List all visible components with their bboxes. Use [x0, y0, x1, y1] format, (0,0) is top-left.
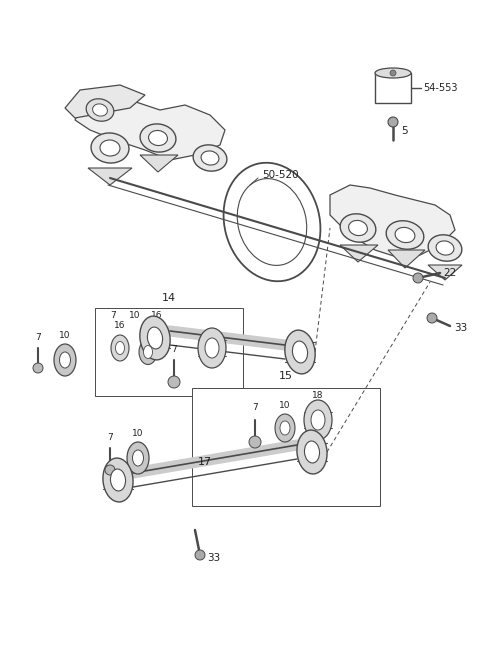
Ellipse shape: [224, 163, 321, 281]
Ellipse shape: [237, 178, 307, 266]
Ellipse shape: [147, 327, 163, 349]
Ellipse shape: [304, 441, 320, 463]
Ellipse shape: [144, 346, 153, 358]
Text: 10: 10: [142, 325, 154, 335]
Text: 7: 7: [110, 312, 116, 321]
Circle shape: [105, 465, 115, 475]
Ellipse shape: [201, 151, 219, 165]
Ellipse shape: [140, 316, 170, 360]
Circle shape: [390, 70, 396, 76]
Ellipse shape: [375, 68, 411, 78]
Ellipse shape: [132, 450, 144, 466]
Text: 50-520: 50-520: [262, 170, 299, 180]
Ellipse shape: [111, 335, 129, 361]
Polygon shape: [428, 265, 462, 280]
Text: 7: 7: [171, 346, 177, 354]
Circle shape: [33, 363, 43, 373]
Ellipse shape: [340, 214, 376, 242]
Ellipse shape: [297, 430, 327, 474]
Polygon shape: [140, 155, 178, 172]
Ellipse shape: [311, 410, 325, 430]
Bar: [95, 308, 243, 396]
Bar: [192, 388, 380, 506]
Text: 18: 18: [312, 390, 324, 400]
Ellipse shape: [292, 341, 308, 363]
Circle shape: [427, 313, 437, 323]
Ellipse shape: [110, 469, 126, 491]
Ellipse shape: [103, 458, 133, 502]
Ellipse shape: [285, 330, 315, 374]
Polygon shape: [65, 85, 145, 118]
Ellipse shape: [275, 414, 295, 442]
Text: 33: 33: [207, 553, 220, 563]
Text: 15: 15: [279, 371, 293, 381]
Ellipse shape: [304, 400, 332, 440]
Text: 10: 10: [59, 331, 71, 340]
Circle shape: [195, 550, 205, 560]
Ellipse shape: [127, 442, 149, 474]
Ellipse shape: [428, 235, 462, 261]
Text: 54-553: 54-553: [423, 83, 457, 93]
Text: 22: 22: [443, 268, 456, 278]
Text: 7: 7: [252, 403, 258, 413]
Ellipse shape: [100, 140, 120, 156]
Polygon shape: [340, 245, 378, 262]
Circle shape: [413, 273, 423, 283]
Ellipse shape: [139, 340, 157, 365]
Ellipse shape: [140, 124, 176, 152]
Bar: [375, 73, 411, 103]
Text: 5: 5: [401, 126, 408, 136]
Text: 7: 7: [35, 333, 41, 342]
Circle shape: [168, 376, 180, 388]
Circle shape: [388, 117, 398, 127]
Ellipse shape: [91, 133, 129, 163]
Ellipse shape: [436, 241, 454, 255]
Text: 10: 10: [279, 401, 291, 411]
Ellipse shape: [193, 145, 227, 171]
Ellipse shape: [60, 352, 71, 368]
Text: 7: 7: [107, 434, 113, 443]
Ellipse shape: [395, 228, 415, 243]
Text: 10: 10: [129, 312, 141, 321]
Circle shape: [249, 436, 261, 448]
Ellipse shape: [205, 338, 219, 358]
Ellipse shape: [348, 220, 367, 236]
Ellipse shape: [93, 104, 108, 116]
Ellipse shape: [280, 421, 290, 435]
Text: 17: 17: [198, 457, 212, 467]
Ellipse shape: [54, 344, 76, 376]
Text: 33: 33: [454, 323, 467, 333]
Ellipse shape: [116, 342, 124, 354]
Ellipse shape: [86, 99, 114, 121]
Text: 10: 10: [132, 428, 144, 438]
Polygon shape: [388, 250, 425, 268]
Ellipse shape: [198, 328, 226, 368]
Polygon shape: [88, 168, 132, 185]
Text: 16: 16: [151, 312, 163, 321]
Ellipse shape: [148, 131, 168, 146]
Polygon shape: [330, 185, 455, 258]
Polygon shape: [75, 95, 225, 160]
Text: 16: 16: [114, 321, 126, 331]
Ellipse shape: [386, 221, 424, 249]
Text: 14: 14: [162, 293, 176, 303]
